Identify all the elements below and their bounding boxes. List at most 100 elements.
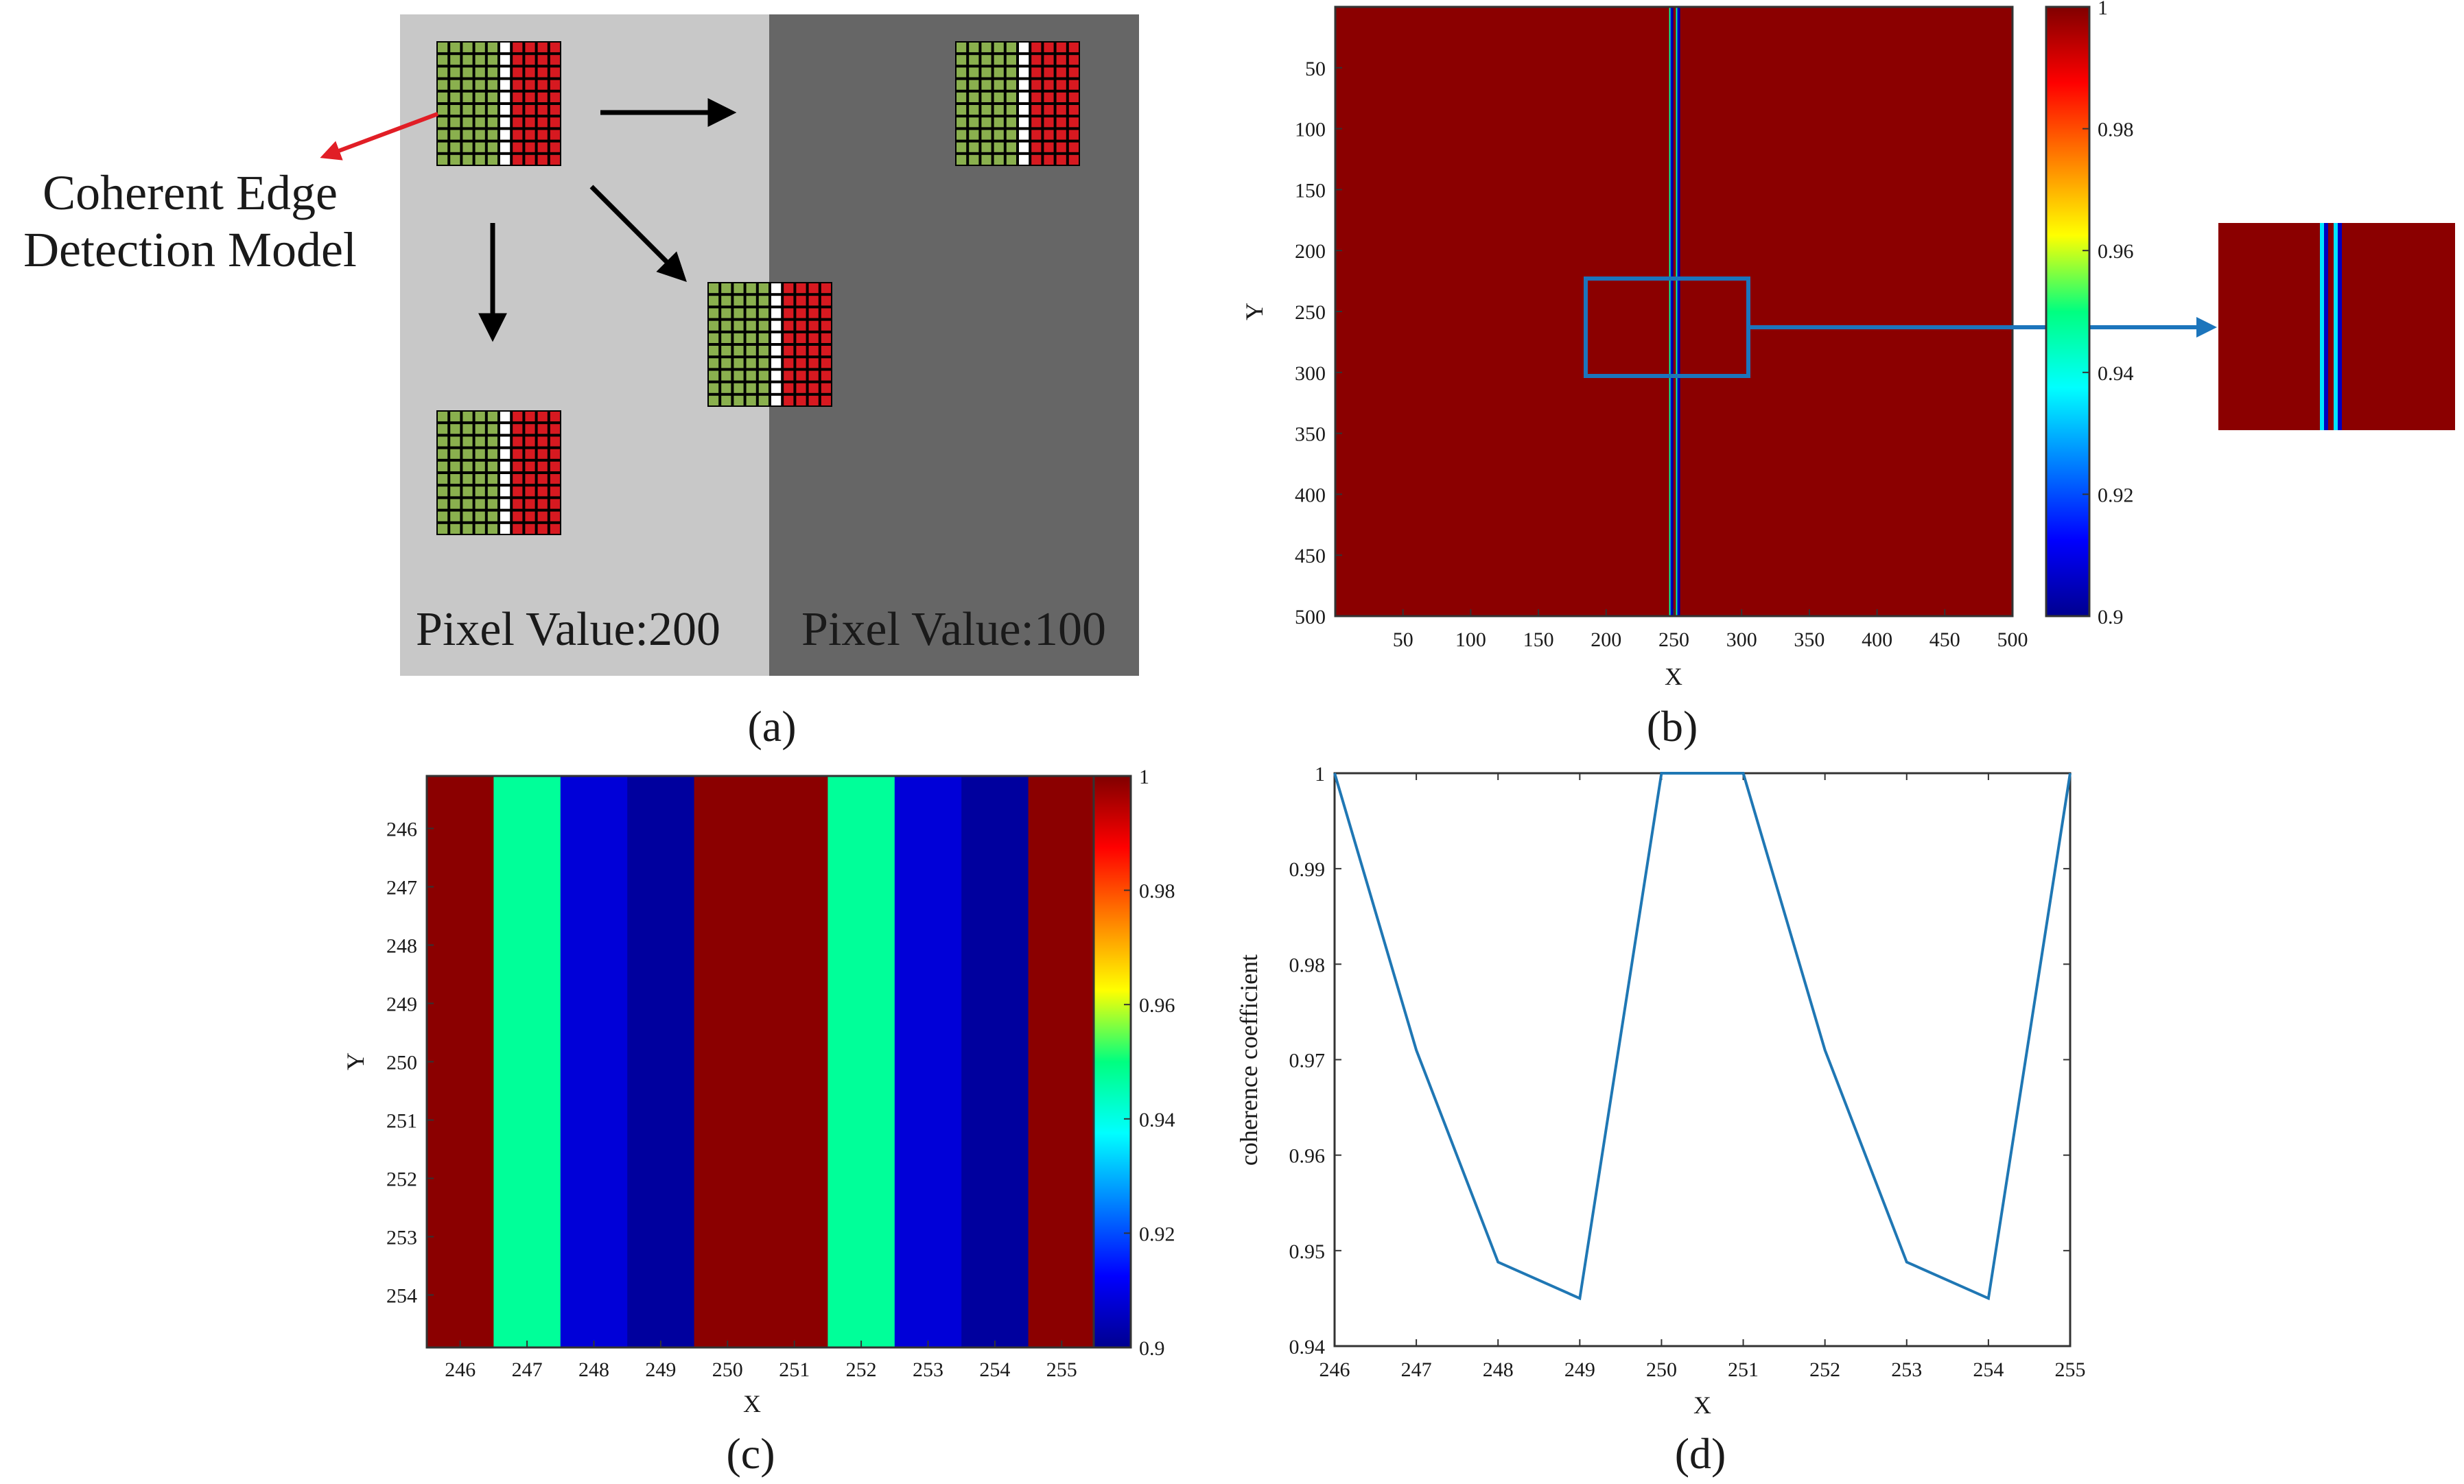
- window-cell: [981, 80, 992, 90]
- window-cell: [438, 436, 448, 447]
- window-cell: [450, 424, 460, 434]
- x-tick-label: 200: [1591, 628, 1621, 651]
- window-cell: [438, 412, 448, 422]
- window-cell: [808, 320, 819, 331]
- window-cell: [796, 296, 806, 306]
- window-cell: [1019, 43, 1029, 53]
- window-cell: [550, 92, 560, 102]
- line-d-ylabel: coherence coefficient: [1235, 954, 1263, 1166]
- x-tick-label: 400: [1862, 628, 1892, 651]
- window-cell: [734, 358, 744, 368]
- window-cell: [513, 105, 523, 115]
- window-cell: [550, 80, 560, 90]
- window-cell: [981, 92, 992, 102]
- window-cell: [771, 283, 782, 294]
- window-cell: [462, 92, 473, 102]
- window-cell: [771, 358, 782, 368]
- caption-a: (a): [747, 702, 796, 751]
- window-cell: [994, 154, 1004, 165]
- detection-window-origin: [436, 41, 561, 166]
- edge-column: [1677, 7, 1679, 616]
- window-cell: [513, 117, 523, 128]
- window-cell: [475, 117, 485, 128]
- window-cell: [438, 511, 448, 521]
- window-cell: [487, 436, 497, 447]
- x-tick-label: 247: [512, 1358, 543, 1381]
- window-cell: [994, 117, 1004, 128]
- window-cell: [1056, 105, 1066, 115]
- heatmap-column: [627, 776, 695, 1347]
- window-cell: [550, 486, 560, 497]
- y-tick-label: 251: [386, 1110, 417, 1133]
- edge-column: [1676, 7, 1678, 616]
- heatmap-column: [560, 776, 628, 1347]
- window-cell: [796, 283, 806, 294]
- colorbar-tick-label: 0.92: [2098, 484, 2134, 506]
- window-cell: [500, 55, 511, 65]
- left-region-label: Pixel Value:200: [416, 603, 720, 656]
- window-cell: [771, 346, 782, 356]
- window-cell: [450, 105, 460, 115]
- window-cell: [758, 283, 768, 294]
- window-cell: [969, 117, 979, 128]
- window-cell: [1031, 43, 1042, 53]
- window-cell: [537, 92, 548, 102]
- window-cell: [969, 105, 979, 115]
- window-cell: [500, 80, 511, 90]
- window-cell: [1019, 142, 1029, 152]
- window-cell: [981, 55, 992, 65]
- window-cell: [525, 80, 535, 90]
- window-cell: [525, 486, 535, 497]
- window-cell: [1056, 117, 1066, 128]
- window-cell: [450, 449, 460, 459]
- window-cell: [734, 283, 744, 294]
- window-cell: [462, 424, 473, 434]
- window-cell: [758, 296, 768, 306]
- window-cell: [525, 424, 535, 434]
- panel-c: 246 247 248 249 250 251 252 253 254 255 246 247 248…: [342, 766, 1175, 1478]
- window-cell: [1044, 117, 1054, 128]
- window-cell: [450, 523, 460, 534]
- y-tick-label: 254: [386, 1285, 417, 1308]
- window-cell: [487, 130, 497, 140]
- window-cell: [438, 43, 448, 53]
- y-tick-label: 248: [386, 935, 417, 958]
- window-cell: [808, 383, 819, 393]
- window-cell: [550, 154, 560, 165]
- window-cell: [475, 412, 485, 422]
- window-cell: [796, 320, 806, 331]
- window-cell: [1044, 67, 1054, 78]
- window-cell: [808, 370, 819, 381]
- window-cell: [500, 449, 511, 459]
- inset-edge-dark-2: [2338, 223, 2342, 430]
- window-cell: [1019, 92, 1029, 102]
- window-cell: [796, 370, 806, 381]
- x-tick-label: 254: [979, 1358, 1010, 1381]
- window-cell: [969, 80, 979, 90]
- window-cell: [709, 383, 719, 393]
- panel-a: Coherent Edge Detection Model Pixel Valu…: [23, 14, 1139, 751]
- window-cell: [1019, 105, 1029, 115]
- window-cell: [709, 308, 719, 318]
- window-cell: [1044, 92, 1054, 102]
- x-tick-label: 246: [1319, 1358, 1350, 1381]
- window-cell: [994, 142, 1004, 152]
- inset-edge-light: [2320, 223, 2324, 430]
- colorbar-tick-label: 0.94: [1139, 1109, 1175, 1131]
- window-cell: [1019, 117, 1029, 128]
- window-cell: [537, 105, 548, 115]
- window-cell: [1068, 154, 1079, 165]
- right-region-label: Pixel Value:100: [801, 603, 1106, 656]
- window-cell: [438, 449, 448, 459]
- window-cell: [994, 43, 1004, 53]
- window-cell: [537, 142, 548, 152]
- window-cell: [513, 130, 523, 140]
- window-cell: [1068, 105, 1079, 115]
- window-cell: [981, 130, 992, 140]
- window-cell: [734, 395, 744, 405]
- colorbar-tick-label: 0.98: [2098, 119, 2134, 141]
- window-cell: [537, 424, 548, 434]
- y-tick-label: 500: [1295, 606, 1326, 628]
- window-cell: [487, 499, 497, 509]
- window-cell: [462, 474, 473, 484]
